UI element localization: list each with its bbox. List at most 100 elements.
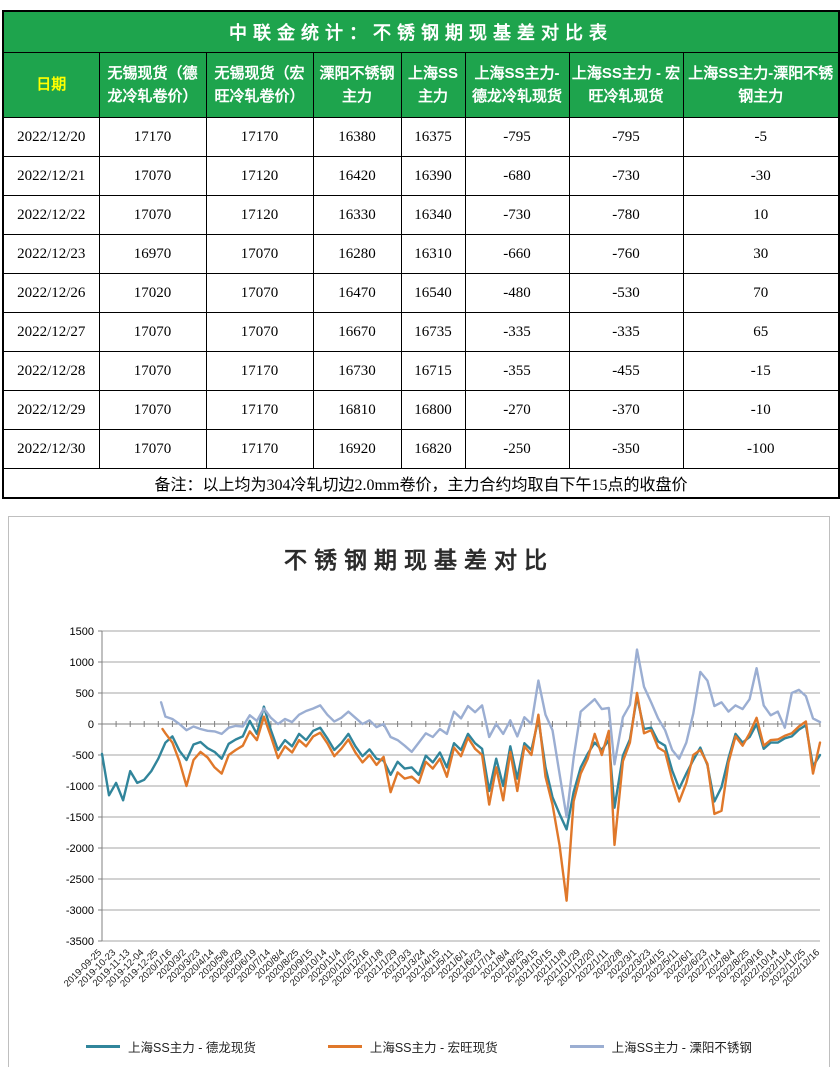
table-row: 2022/12/22 17070 17120 16330 16340 -730 -780 10 xyxy=(2,195,840,235)
value-cell: -780 xyxy=(568,195,684,235)
table-row: 2022/12/26 17020 17070 16470 16540 -480 -530 70 xyxy=(2,273,840,313)
value-cell: 17120 xyxy=(205,156,314,196)
value-cell: 17170 xyxy=(205,429,314,469)
value-cell: -795 xyxy=(464,117,570,157)
table-note: 备注：以上均为304冷轧切边2.0mm卷价，主力合约均取自下午15点的收盘价 xyxy=(2,468,840,499)
legend-item-hongwang: 上海SS主力 - 宏旺现货 xyxy=(327,1037,498,1056)
y-axis-labels: 1500 1000 500 0 -500 -1000 -1500 -2000 -2500 -300… xyxy=(66,626,94,948)
date-cell: 2022/12/21 xyxy=(2,156,100,196)
value-cell: -350 xyxy=(568,429,684,469)
value-cell: -730 xyxy=(568,156,684,196)
svg-text:-1500: -1500 xyxy=(66,812,94,824)
value-cell: -15 xyxy=(682,351,840,391)
legend-swatch xyxy=(569,1044,604,1049)
value-cell: -455 xyxy=(568,351,684,391)
value-cell: -270 xyxy=(464,390,570,430)
value-cell: 17170 xyxy=(98,117,207,157)
value-cell: -250 xyxy=(464,429,570,469)
value-cell: 17170 xyxy=(205,351,314,391)
table-row: 2022/12/20 17170 17170 16380 16375 -795 -795 -5 xyxy=(2,117,840,157)
column-header-date: 日期 xyxy=(2,52,100,118)
svg-text:-2500: -2500 xyxy=(66,874,94,886)
date-cell: 2022/12/28 xyxy=(2,351,100,391)
value-cell: 17070 xyxy=(205,234,314,274)
column-header-basis-liyang: 上海SS主力-溧阳不锈钢主力 xyxy=(682,52,840,118)
column-header-basis-hongwang: 上海SS主力 - 宏旺冷轧现货 xyxy=(568,52,684,118)
value-cell: 16470 xyxy=(312,273,402,313)
svg-text:500: 500 xyxy=(76,688,94,700)
value-cell: 17170 xyxy=(205,117,314,157)
value-cell: -730 xyxy=(464,195,570,235)
value-cell: 16390 xyxy=(400,156,466,196)
value-cell: 16800 xyxy=(400,390,466,430)
value-cell: -10 xyxy=(682,390,840,430)
value-cell: 16280 xyxy=(312,234,402,274)
table-title: 中联金统计：不锈钢期现基差对比表 xyxy=(2,10,840,53)
basis-table: 中联金统计：不锈钢期现基差对比表 日期 无锡现货（德龙冷轧卷价） 无锡现货（宏旺… xyxy=(2,10,840,499)
table-title-row: 中联金统计：不锈钢期现基差对比表 xyxy=(2,10,840,53)
value-cell: 16310 xyxy=(400,234,466,274)
date-cell: 2022/12/22 xyxy=(2,195,100,235)
date-cell: 2022/12/30 xyxy=(2,429,100,469)
value-cell: 17070 xyxy=(98,312,207,352)
value-cell: 70 xyxy=(682,273,840,313)
date-cell: 2022/12/27 xyxy=(2,312,100,352)
value-cell: -660 xyxy=(464,234,570,274)
svg-text:-2000: -2000 xyxy=(66,843,94,855)
value-cell: -335 xyxy=(464,312,570,352)
x-axis-labels: 2019-09-252019-10-232019-11-132019-12-04… xyxy=(62,721,822,989)
legend-item-delong: 上海SS主力 - 德龙现货 xyxy=(86,1037,256,1056)
value-cell: 16820 xyxy=(400,429,466,469)
series-line-2 xyxy=(159,648,822,819)
value-cell: -335 xyxy=(568,312,684,352)
legend-label: 上海SS主力 - 溧阳不锈钢 xyxy=(611,1041,752,1055)
column-header-wuxi-hongwang: 无锡现货（宏旺冷轧卷价） xyxy=(205,52,314,118)
value-cell: 17070 xyxy=(98,429,207,469)
column-header-wuxi-delong: 无锡现货（德龙冷轧卷价） xyxy=(98,52,207,118)
svg-text:1500: 1500 xyxy=(70,626,94,638)
table-note-row: 备注：以上均为304冷轧切边2.0mm卷价，主力合约均取自下午15点的收盘价 xyxy=(2,468,840,499)
table-row: 2022/12/28 17070 17170 16730 16715 -355 -455 -1… xyxy=(2,351,840,391)
value-cell: 17070 xyxy=(98,156,207,196)
value-cell: -5 xyxy=(682,117,840,157)
value-cell: 16330 xyxy=(312,195,402,235)
value-cell: 65 xyxy=(682,312,840,352)
svg-text:-1000: -1000 xyxy=(66,781,94,793)
chart-title: 不锈钢期现基差对比 xyxy=(284,547,554,573)
value-cell: 16340 xyxy=(400,195,466,235)
value-cell: -30 xyxy=(682,156,840,196)
basis-plot: 1500 1000 500 0 -500 -1000 -1500 -2000 -2500 -300… xyxy=(62,626,822,989)
chart-section: 不锈钢期现基差对比 1500 1000 500 0 -500 -1000 -1500 -200… xyxy=(8,516,830,1067)
table-row: 2022/12/30 17070 17170 16920 16820 -250 -350 -1… xyxy=(2,429,840,469)
value-cell: 16380 xyxy=(312,117,402,157)
svg-text:1000: 1000 xyxy=(70,657,94,669)
value-cell: -370 xyxy=(568,390,684,430)
value-cell: 16420 xyxy=(312,156,402,196)
value-cell: -480 xyxy=(464,273,570,313)
value-cell: -530 xyxy=(568,273,684,313)
value-cell: 16730 xyxy=(312,351,402,391)
legend-label: 上海SS主力 - 宏旺现货 xyxy=(369,1041,498,1055)
value-cell: 16735 xyxy=(400,312,466,352)
value-cell: -760 xyxy=(568,234,684,274)
value-cell: 17070 xyxy=(205,273,314,313)
chart-legend: 上海SS主力 - 德龙现货 上海SS主力 - 宏旺现货 上海SS主力 - 溧阳不… xyxy=(9,1037,829,1056)
series-line-0 xyxy=(100,695,822,831)
value-cell: 10 xyxy=(682,195,840,235)
table-row: 2022/12/21 17070 17120 16420 16390 -680 -730 -3… xyxy=(2,156,840,196)
date-cell: 2022/12/26 xyxy=(2,273,100,313)
value-cell: -795 xyxy=(568,117,684,157)
value-cell: 17120 xyxy=(205,195,314,235)
value-cell: 17070 xyxy=(205,312,314,352)
date-cell: 2022/12/23 xyxy=(2,234,100,274)
series-line-1 xyxy=(161,691,822,902)
svg-text:0: 0 xyxy=(88,719,94,731)
value-cell: 17170 xyxy=(205,390,314,430)
value-cell: 16920 xyxy=(312,429,402,469)
date-cell: 2022/12/20 xyxy=(2,117,100,157)
column-header-shss-main: 上海SS主力 xyxy=(400,52,466,118)
value-cell: -100 xyxy=(682,429,840,469)
legend-swatch xyxy=(86,1044,121,1049)
value-cell: 16540 xyxy=(400,273,466,313)
table-section: 中联金统计：不锈钢期现基差对比表 日期 无锡现货（德龙冷轧卷价） 无锡现货（宏旺… xyxy=(2,10,840,499)
